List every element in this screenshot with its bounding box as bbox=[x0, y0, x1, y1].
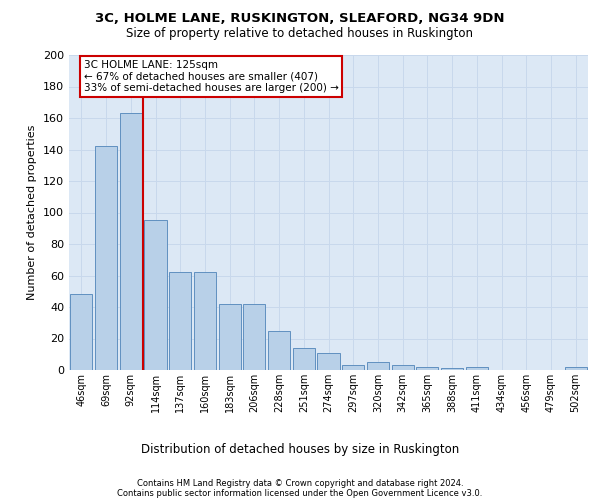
Text: Contains HM Land Registry data © Crown copyright and database right 2024.: Contains HM Land Registry data © Crown c… bbox=[137, 478, 463, 488]
Bar bbox=[416, 367, 439, 370]
Bar bbox=[392, 366, 414, 370]
Y-axis label: Number of detached properties: Number of detached properties bbox=[28, 125, 37, 300]
Bar bbox=[268, 330, 290, 370]
Bar bbox=[218, 304, 241, 370]
Text: 3C HOLME LANE: 125sqm
← 67% of detached houses are smaller (407)
33% of semi-det: 3C HOLME LANE: 125sqm ← 67% of detached … bbox=[84, 60, 339, 93]
Bar bbox=[169, 272, 191, 370]
Text: 3C, HOLME LANE, RUSKINGTON, SLEAFORD, NG34 9DN: 3C, HOLME LANE, RUSKINGTON, SLEAFORD, NG… bbox=[95, 12, 505, 26]
Bar bbox=[145, 220, 167, 370]
Text: Distribution of detached houses by size in Ruskington: Distribution of detached houses by size … bbox=[141, 442, 459, 456]
Text: Size of property relative to detached houses in Ruskington: Size of property relative to detached ho… bbox=[127, 28, 473, 40]
Text: Contains public sector information licensed under the Open Government Licence v3: Contains public sector information licen… bbox=[118, 488, 482, 498]
Bar bbox=[367, 362, 389, 370]
Bar bbox=[243, 304, 265, 370]
Bar bbox=[466, 367, 488, 370]
Bar bbox=[293, 348, 315, 370]
Bar bbox=[95, 146, 117, 370]
Bar bbox=[342, 366, 364, 370]
Bar bbox=[194, 272, 216, 370]
Bar bbox=[565, 367, 587, 370]
Bar bbox=[441, 368, 463, 370]
Bar bbox=[317, 352, 340, 370]
Bar bbox=[119, 114, 142, 370]
Bar bbox=[70, 294, 92, 370]
